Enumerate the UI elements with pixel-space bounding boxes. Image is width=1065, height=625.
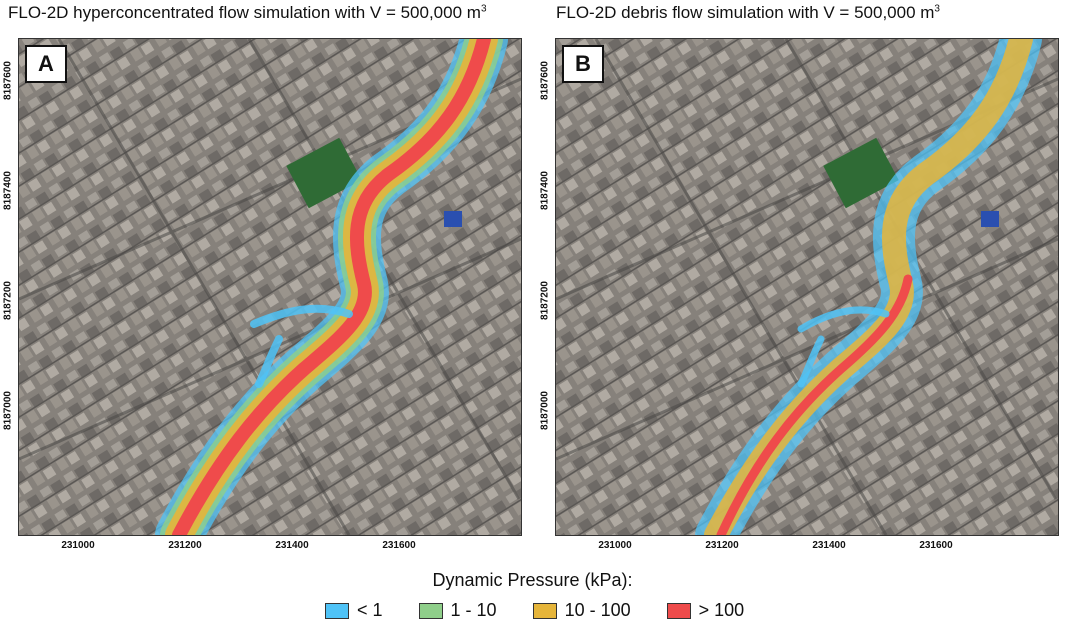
x-tick-a-1: 231200 bbox=[168, 540, 202, 551]
panel-a-title-text: FLO-2D hyperconcentrated flow simulation… bbox=[8, 3, 481, 22]
map-b-imagery bbox=[556, 39, 1058, 535]
legend-label-lt1: < 1 bbox=[357, 600, 383, 620]
legend-item-gt100: > 100 bbox=[666, 600, 745, 621]
y-tick-b-3: 8187000 bbox=[539, 391, 551, 430]
y-tick-a-1: 8187400 bbox=[2, 171, 14, 210]
y-tick-a-0: 8187600 bbox=[2, 61, 14, 100]
y-tick-b-1: 8187400 bbox=[539, 171, 551, 210]
legend-item-1-10: 1 - 10 bbox=[418, 600, 497, 621]
panel-a-title: FLO-2D hyperconcentrated flow simulation… bbox=[8, 3, 487, 23]
y-tick-b-0: 8187600 bbox=[539, 61, 551, 100]
x-tick-b-0: 231000 bbox=[598, 540, 632, 551]
x-tick-b-2: 231400 bbox=[812, 540, 846, 551]
y-tick-a-2: 8187200 bbox=[2, 281, 14, 320]
panel-b-title-text: FLO-2D debris flow simulation with V = 5… bbox=[556, 3, 935, 22]
map-panel-b[interactable]: B bbox=[555, 38, 1059, 536]
y-tick-a-3: 8187000 bbox=[2, 391, 14, 430]
map-a-imagery bbox=[19, 39, 521, 535]
legend-label-gt100: > 100 bbox=[698, 600, 745, 620]
pool bbox=[981, 211, 999, 227]
x-tick-a-0: 231000 bbox=[61, 540, 95, 551]
x-tick-b-1: 231200 bbox=[705, 540, 739, 551]
legend-swatch-gt100 bbox=[666, 602, 691, 619]
panel-b-label: B bbox=[562, 45, 604, 83]
panel-a-label: A bbox=[25, 45, 67, 83]
map-panel-a[interactable]: A bbox=[18, 38, 522, 536]
legend-label-1-10: 1 - 10 bbox=[450, 600, 497, 620]
legend-swatch-1-10 bbox=[418, 602, 443, 619]
legend-item-lt1: < 1 bbox=[325, 600, 383, 621]
legend-swatch-10-100 bbox=[532, 602, 557, 619]
legend-title: Dynamic Pressure (kPa): bbox=[432, 570, 633, 590]
sports-field bbox=[286, 137, 362, 209]
panel-a-title-sup: 3 bbox=[480, 3, 487, 15]
pool bbox=[444, 211, 462, 227]
x-tick-a-2: 231400 bbox=[275, 540, 309, 551]
x-tick-b-3: 231600 bbox=[919, 540, 953, 551]
y-tick-b-2: 8187200 bbox=[539, 281, 551, 320]
legend: < 1 1 - 10 10 - 100 > 100 bbox=[325, 600, 744, 621]
legend-swatch-lt1 bbox=[325, 602, 349, 619]
legend-label-10-100: 10 - 100 bbox=[564, 600, 631, 620]
panel-b-title: FLO-2D debris flow simulation with V = 5… bbox=[556, 3, 940, 23]
legend-item-10-100: 10 - 100 bbox=[532, 600, 631, 621]
panel-b-title-sup: 3 bbox=[934, 3, 940, 15]
sports-field bbox=[823, 137, 899, 209]
x-tick-a-3: 231600 bbox=[382, 540, 416, 551]
